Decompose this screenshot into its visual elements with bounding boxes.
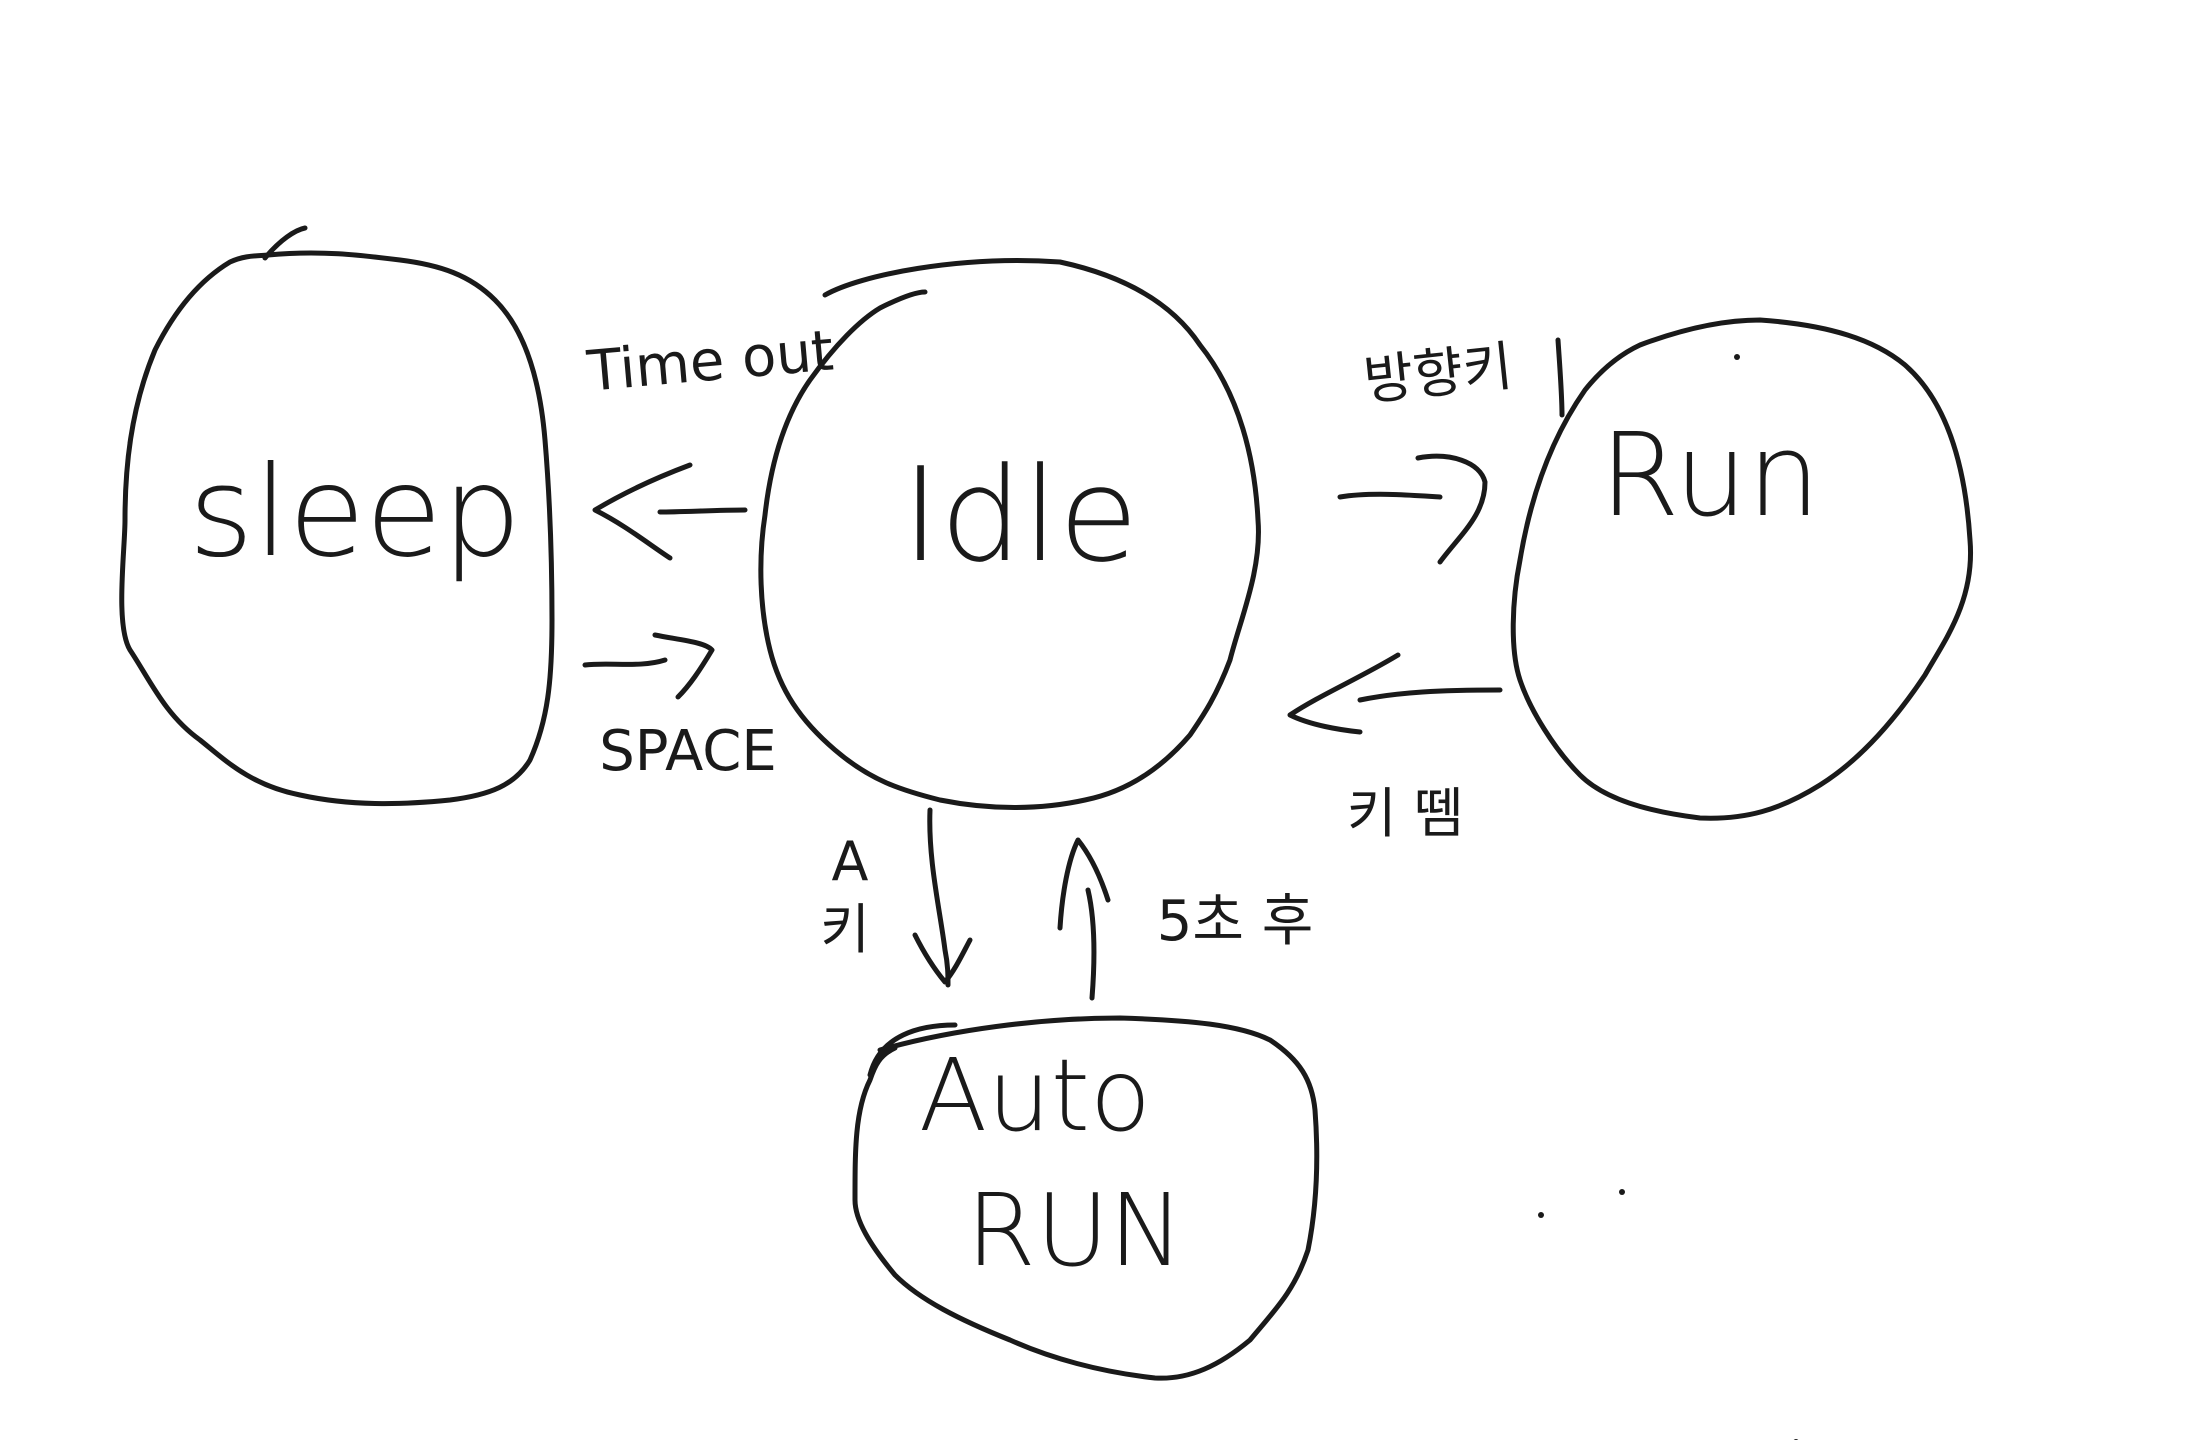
transition-idle-to-auto-run: A 키 [820,807,973,988]
arrowhead-idle-to-auto-run [912,932,973,985]
state-auto-run-outline [852,1015,1320,1381]
state-auto-run-label-line2: RUN [966,1172,1183,1289]
arrow-idle-to-sleep [657,507,748,515]
arrow-sleep-to-idle [582,657,668,668]
arrow-idle-to-run [1337,491,1443,500]
label-auto-run-to-idle: 5초 후 [1157,889,1313,954]
state-run: Run [1510,317,1974,821]
transition-idle-to-sleep: Time out [584,318,836,561]
transition-sleep-to-idle: SPACE [582,632,777,784]
state-run-outline [1510,317,1974,821]
stray-dot [1619,1189,1625,1195]
stray-dot [1538,1212,1544,1218]
arrow-run-to-idle [1357,687,1503,703]
state-idle: Idle [758,258,1261,810]
state-sleep: sleep [119,225,555,807]
arrow-idle-to-auto-run [927,807,951,988]
state-auto-run-label-line1: Auto [919,1037,1151,1154]
state-auto-run: Auto RUN [852,1015,1320,1381]
state-sleep-outline [119,250,555,807]
label-idle-to-auto-run-line1: A [832,830,869,893]
stray-dot [1734,354,1740,360]
label-idle-to-sleep: Time out [584,318,836,404]
transition-auto-run-to-idle: 5초 후 [1057,837,1313,1001]
transition-run-to-idle: 키 뗌 [1287,652,1503,845]
state-run-label: Run [1600,409,1821,543]
arrow-auto-run-to-idle [1085,887,1097,1001]
arrowhead-idle-to-run [1415,453,1488,565]
label-idle-to-auto-run-line2: 키 [820,898,870,961]
state-idle-outline [758,258,1261,810]
arrowhead-idle-to-sleep [592,462,693,561]
label-idle-to-run: 방향키 [1361,334,1516,412]
transition-idle-to-run: 방향키 [1337,334,1565,565]
state-idle-label: Idle [902,439,1139,591]
arrowhead-run-to-idle [1287,652,1401,735]
label-sleep-to-idle: SPACE [599,719,777,784]
arrowhead-auto-run-to-idle [1057,837,1111,931]
arrowhead-sleep-to-idle [652,632,715,700]
state-sleep-label: sleep [188,440,521,585]
label-run-to-idle: 키 뗌 [1347,782,1464,845]
